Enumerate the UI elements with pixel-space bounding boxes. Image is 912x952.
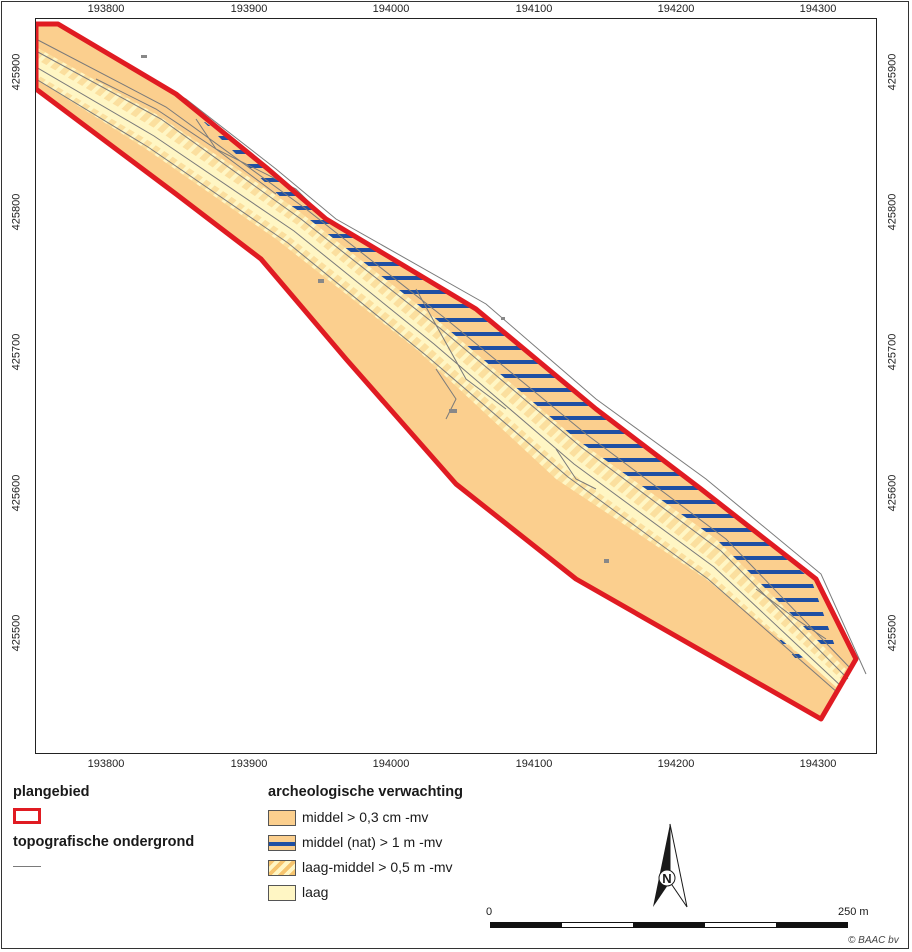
x-tick: 194200 xyxy=(657,3,695,15)
map-canvas[interactable] xyxy=(35,18,877,754)
x-tick: 194000 xyxy=(372,3,410,15)
legend-swatch-middel-nat xyxy=(268,835,296,851)
map-svg xyxy=(36,21,867,722)
legend-swatch-laag xyxy=(268,885,296,901)
topographic-lines xyxy=(36,23,867,694)
x-tick: 194000 xyxy=(372,758,410,770)
legend-swatch-laag-middel xyxy=(268,860,296,876)
scale-end-label: 250 m xyxy=(838,906,869,918)
y-tick: 425800 xyxy=(10,193,23,231)
y-tick: 425500 xyxy=(10,614,23,652)
y-tick: 425700 xyxy=(10,333,23,371)
x-tick: 193900 xyxy=(230,3,268,15)
credit: © BAAC bv xyxy=(848,935,899,946)
x-tick: 194300 xyxy=(799,3,837,15)
x-tick: 194200 xyxy=(657,758,695,770)
x-tick: 193800 xyxy=(87,758,125,770)
north-arrow-icon: N xyxy=(653,823,688,908)
x-tick: 193800 xyxy=(87,3,125,15)
legend-topo-title: topografische ondergrond xyxy=(13,834,195,850)
y-tick: 425700 xyxy=(886,333,899,371)
x-tick: 194100 xyxy=(515,758,553,770)
y-tick: 425600 xyxy=(886,474,899,512)
legend-swatch-middel xyxy=(268,810,296,826)
plangebied-outline xyxy=(36,21,859,722)
legend-plangebied-swatch xyxy=(13,808,41,824)
legend-topo-swatch xyxy=(13,866,41,867)
legend-verwachting-title: archeologische verwachting xyxy=(268,784,464,800)
y-tick: 425800 xyxy=(886,193,899,231)
y-tick: 425600 xyxy=(10,474,23,512)
x-tick: 194100 xyxy=(515,3,553,15)
legend-plangebied-title: plangebied xyxy=(13,784,90,800)
legend-label-laag: laag xyxy=(302,884,329,900)
y-tick: 425900 xyxy=(10,53,23,91)
x-tick: 194300 xyxy=(799,758,837,770)
legend-label-middel: middel > 0,3 cm -mv xyxy=(302,809,429,825)
y-tick: 425900 xyxy=(886,53,899,91)
scale-start-label: 0 xyxy=(486,906,493,918)
legend-label-laag-middel: laag-middel > 0,5 m -mv xyxy=(302,859,453,875)
north-letter: N xyxy=(662,871,671,886)
x-tick: 193900 xyxy=(230,758,268,770)
y-tick: 425500 xyxy=(886,614,899,652)
legend-label-middel-nat: middel (nat) > 1 m -mv xyxy=(302,834,443,850)
